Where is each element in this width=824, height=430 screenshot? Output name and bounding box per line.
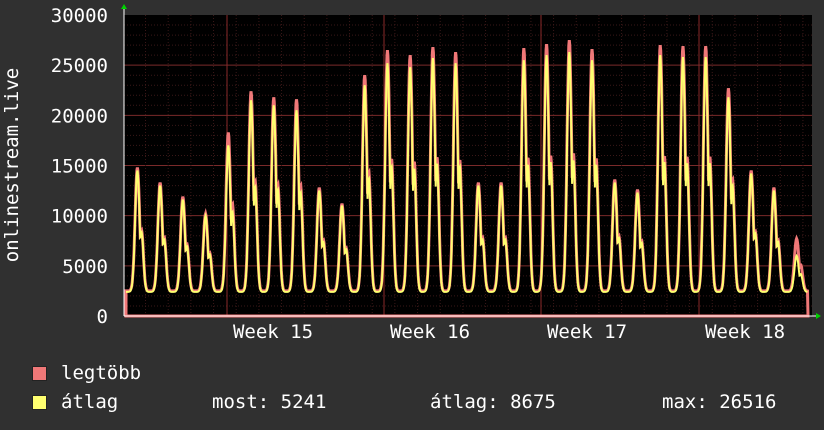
- x-tick-label: Week 17: [547, 321, 627, 343]
- y-tick-label: 5000: [62, 256, 108, 278]
- chart-axes: [121, 4, 821, 319]
- stat-current: most: 5241: [212, 391, 327, 413]
- y-axis-arrow: [121, 4, 127, 9]
- series-avg-path: [126, 52, 808, 293]
- x-tick-label: Week 18: [705, 321, 785, 343]
- legend-item-avg: átlag: [32, 391, 118, 413]
- stat-maximum: max: 26516: [662, 391, 777, 413]
- y-tick-labels: 0 5000 10000 15000 20000 25000 30000: [51, 5, 108, 328]
- y-tick-label: 0: [97, 306, 108, 328]
- legend-label-max: legtöbb: [61, 362, 142, 384]
- legend-item-max: legtöbb: [32, 362, 141, 384]
- x-tick-label: Week 15: [233, 321, 313, 343]
- y-tick-label: 20000: [51, 105, 108, 127]
- legend-label-avg: átlag: [61, 391, 119, 413]
- legend-swatch-max: [32, 365, 47, 381]
- y-tick-label: 25000: [51, 55, 108, 77]
- y-axis-label: onlinestream.live: [1, 68, 23, 262]
- stat-average: átlag: 8675: [430, 391, 556, 413]
- y-tick-label: 30000: [51, 5, 108, 27]
- y-tick-label: 10000: [51, 206, 108, 228]
- legend-swatch-avg: [32, 394, 47, 410]
- x-axis-arrow: [816, 313, 821, 319]
- x-tick-label: Week 16: [390, 321, 470, 343]
- x-tick-labels: Week 15 Week 16 Week 17 Week 18: [233, 321, 785, 343]
- series-avg-line: [126, 52, 808, 293]
- chart-grid: [124, 15, 812, 316]
- y-tick-label: 15000: [51, 156, 108, 178]
